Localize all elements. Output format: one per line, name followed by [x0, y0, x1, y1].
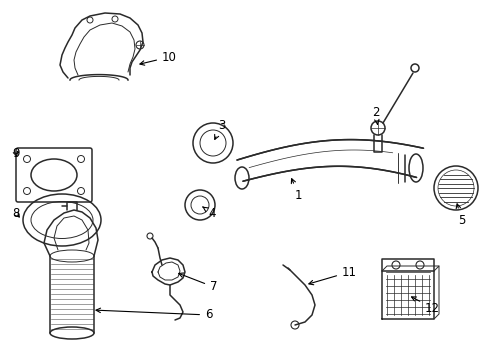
Text: 7: 7 — [179, 273, 218, 293]
Text: 6: 6 — [96, 308, 213, 321]
Text: 3: 3 — [215, 118, 225, 139]
Polygon shape — [237, 140, 423, 181]
Text: 10: 10 — [140, 50, 177, 65]
Text: 2: 2 — [372, 105, 379, 124]
Text: 1: 1 — [292, 179, 302, 202]
Text: 8: 8 — [12, 207, 20, 220]
Text: 4: 4 — [203, 207, 216, 220]
Text: 12: 12 — [412, 297, 440, 315]
Text: 11: 11 — [309, 266, 357, 285]
Text: 9: 9 — [12, 147, 20, 159]
Text: 5: 5 — [456, 204, 465, 226]
